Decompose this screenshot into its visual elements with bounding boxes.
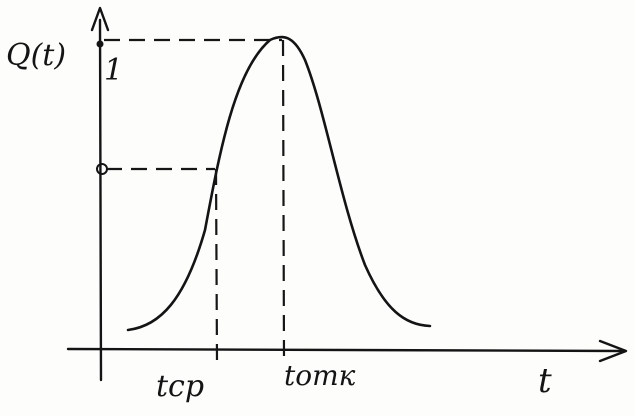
mid-axis-circle bbox=[96, 163, 108, 175]
y-axis-label: Q(t) bbox=[6, 38, 66, 73]
peak-vertical-dashed-line bbox=[281, 39, 286, 361]
y-axis-line bbox=[98, 18, 103, 382]
x-mark-label-totk: tотк bbox=[284, 359, 356, 392]
y-axis-arrowhead bbox=[90, 6, 110, 32]
x-axis-arrowhead bbox=[598, 339, 628, 363]
bell-curve bbox=[126, 35, 432, 332]
mid-vertical-dashed-line bbox=[214, 168, 219, 363]
x-axis-line bbox=[66, 347, 624, 353]
x-axis-label: t bbox=[538, 361, 552, 401]
y-tick-label-one: 1 bbox=[104, 53, 123, 88]
x-mark-label-tcp: tср bbox=[156, 369, 204, 404]
peak-axis-dot bbox=[96, 40, 104, 48]
